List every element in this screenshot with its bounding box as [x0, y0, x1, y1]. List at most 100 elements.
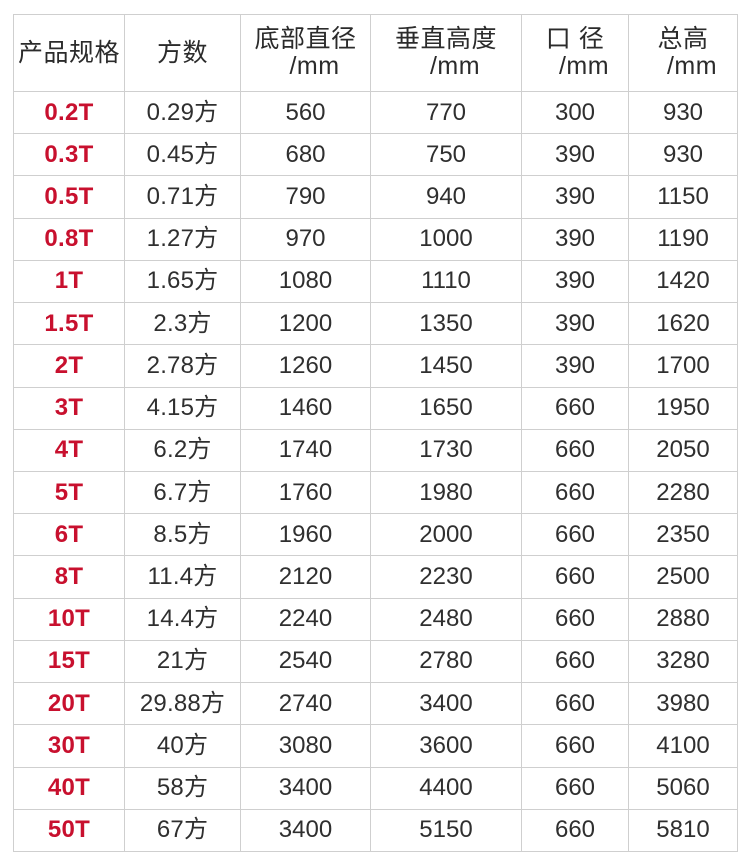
cell-height_v: 1980 [370, 470, 522, 515]
product-spec-table-container: 产品规格 方数 底部直径/mm 垂直高度/mm 口 径/mm 总高/mm 0.2T 0.29… [13, 14, 738, 852]
cell-total_h: 2280 [628, 470, 738, 515]
cell-height_v: 940 [370, 175, 522, 219]
cell-volume: 11.4方 [124, 555, 241, 599]
cell-spec: 4T [13, 428, 125, 472]
cell-mouth_d: 390 [521, 175, 629, 219]
table-body: 0.2T 0.29方 560 770 300 930 0.3T 0.45方 680 750 390 9… [13, 90, 738, 852]
cell-spec: 5T [13, 470, 125, 515]
cell-bottom_d: 1260 [240, 344, 371, 388]
cell-spec: 8T [13, 555, 125, 599]
column-header-label: 总高 [657, 25, 709, 53]
cell-volume: 8.5方 [124, 513, 241, 557]
cell-volume: 29.88方 [124, 682, 241, 726]
table-header-row: 产品规格 方数 底部直径/mm 垂直高度/mm 口 径/mm 总高/mm [13, 14, 738, 92]
table-row: 10T 14.4方 2240 2480 660 2880 [13, 597, 738, 641]
cell-bottom_d: 1740 [240, 428, 371, 472]
column-header-label: 方数 [156, 39, 208, 67]
cell-bottom_d: 2740 [240, 682, 371, 726]
cell-height_v: 3400 [370, 682, 522, 726]
cell-spec: 40T [13, 766, 125, 810]
cell-bottom_d: 2540 [240, 639, 371, 684]
cell-volume: 2.78方 [124, 344, 241, 388]
cell-volume: 0.71方 [124, 175, 241, 219]
cell-bottom_d: 790 [240, 175, 371, 219]
cell-volume: 0.45方 [124, 133, 241, 177]
cell-total_h: 4100 [628, 724, 738, 768]
column-header-label: 产品规格 [17, 39, 120, 67]
cell-mouth_d: 660 [521, 766, 629, 810]
table-row: 8T 11.4方 2120 2230 660 2500 [13, 555, 738, 599]
table-row: 4T 6.2方 1740 1730 660 2050 [13, 428, 738, 472]
cell-spec: 0.8T [13, 217, 125, 261]
column-header-unit: /mm [429, 52, 481, 80]
cell-bottom_d: 3080 [240, 724, 371, 768]
cell-volume: 6.7方 [124, 470, 241, 515]
table-row: 1T 1.65方 1080 1110 390 1420 [13, 259, 738, 304]
table-row: 15T 21方 2540 2780 660 3280 [13, 639, 738, 684]
table-row: 3T 4.15方 1460 1650 660 1950 [13, 386, 738, 430]
column-header-volume: 方数 [124, 14, 241, 92]
table-row: 40T 58方 3400 4400 660 5060 [13, 766, 738, 810]
table-row: 2T 2.78方 1260 1450 390 1700 [13, 344, 738, 388]
cell-height_v: 770 [370, 90, 522, 135]
cell-volume: 0.29方 [124, 90, 241, 135]
cell-volume: 2.3方 [124, 302, 241, 346]
cell-height_v: 2780 [370, 639, 522, 684]
cell-height_v: 1650 [370, 386, 522, 430]
cell-total_h: 2500 [628, 555, 738, 599]
cell-total_h: 2880 [628, 597, 738, 641]
table-row: 0.8T 1.27方 970 1000 390 1190 [13, 217, 738, 261]
cell-total_h: 2050 [628, 428, 738, 472]
cell-total_h: 930 [628, 90, 738, 135]
cell-bottom_d: 1960 [240, 513, 371, 557]
cell-spec: 0.2T [13, 90, 125, 135]
column-header-unit: /mm [558, 52, 610, 80]
column-header-mouth_d: 口 径/mm [521, 14, 629, 92]
cell-mouth_d: 300 [521, 90, 629, 135]
cell-spec: 6T [13, 513, 125, 557]
table-row: 6T 8.5方 1960 2000 660 2350 [13, 513, 738, 557]
cell-volume: 21方 [124, 639, 241, 684]
cell-mouth_d: 660 [521, 808, 629, 852]
cell-spec: 10T [13, 597, 125, 641]
cell-height_v: 1350 [370, 302, 522, 346]
cell-mouth_d: 390 [521, 344, 629, 388]
cell-total_h: 2350 [628, 513, 738, 557]
column-header-label: 底部直径 [254, 25, 357, 53]
cell-total_h: 1150 [628, 175, 738, 219]
cell-mouth_d: 660 [521, 724, 629, 768]
cell-volume: 67方 [124, 808, 241, 852]
cell-mouth_d: 660 [521, 470, 629, 515]
table-row: 0.2T 0.29方 560 770 300 930 [13, 90, 738, 135]
cell-bottom_d: 1460 [240, 386, 371, 430]
cell-mouth_d: 390 [521, 133, 629, 177]
table-row: 1.5T 2.3方 1200 1350 390 1620 [13, 302, 738, 346]
cell-bottom_d: 3400 [240, 808, 371, 852]
cell-spec: 2T [13, 344, 125, 388]
table-row: 5T 6.7方 1760 1980 660 2280 [13, 470, 738, 515]
cell-mouth_d: 660 [521, 682, 629, 726]
cell-height_v: 2230 [370, 555, 522, 599]
cell-volume: 58方 [124, 766, 241, 810]
cell-total_h: 3980 [628, 682, 738, 726]
cell-bottom_d: 1760 [240, 470, 371, 515]
cell-bottom_d: 1200 [240, 302, 371, 346]
column-header-spec: 产品规格 [13, 14, 125, 92]
cell-height_v: 1110 [370, 259, 522, 304]
cell-bottom_d: 2120 [240, 555, 371, 599]
cell-height_v: 1450 [370, 344, 522, 388]
cell-height_v: 750 [370, 133, 522, 177]
column-header-bottom_d: 底部直径/mm [240, 14, 371, 92]
cell-height_v: 2000 [370, 513, 522, 557]
cell-bottom_d: 680 [240, 133, 371, 177]
cell-bottom_d: 1080 [240, 259, 371, 304]
cell-spec: 1T [13, 259, 125, 304]
table-row: 30T 40方 3080 3600 660 4100 [13, 724, 738, 768]
cell-volume: 40方 [124, 724, 241, 768]
cell-spec: 3T [13, 386, 125, 430]
cell-height_v: 2480 [370, 597, 522, 641]
cell-volume: 1.27方 [124, 217, 241, 261]
cell-volume: 14.4方 [124, 597, 241, 641]
cell-volume: 1.65方 [124, 259, 241, 304]
cell-spec: 0.3T [13, 133, 125, 177]
